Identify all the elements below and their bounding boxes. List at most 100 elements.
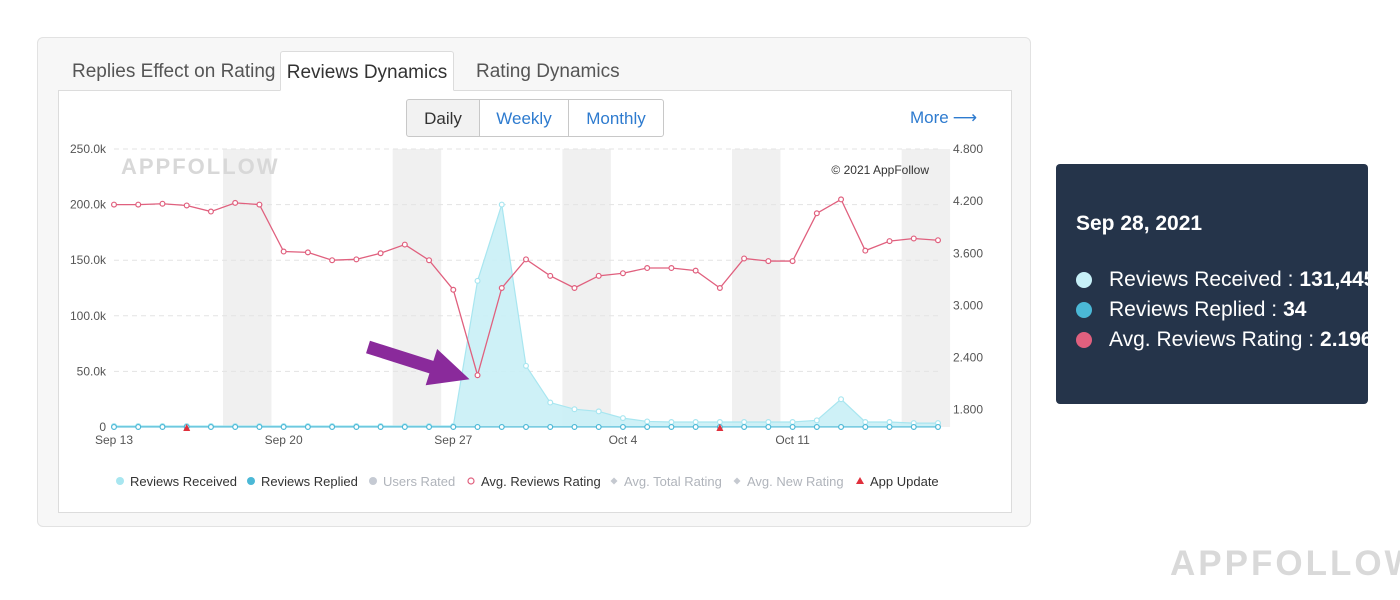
- tooltip-label: Avg. Reviews Rating :: [1109, 328, 1315, 351]
- reviews-replied-point: [377, 423, 384, 430]
- tab-rating-dynamics[interactable]: Rating Dynamics: [476, 61, 620, 82]
- app-update-marker: [183, 424, 191, 431]
- reviews-replied-point: [329, 423, 336, 430]
- legend-ring-icon: [467, 477, 475, 485]
- avg-reviews-rating-point: [571, 285, 578, 292]
- reviews-replied-point: [256, 423, 263, 430]
- x-tick-label: Sep 13: [95, 433, 133, 447]
- chart-panel: [58, 90, 1012, 513]
- avg-reviews-rating-point: [644, 265, 651, 272]
- y-right-tick-label: 2.400: [953, 351, 983, 365]
- reviews-replied-point: [547, 423, 554, 430]
- avg-reviews-rating-point: [789, 258, 796, 265]
- reviews-replied-point: [110, 423, 117, 430]
- avg-reviews-rating-point: [304, 249, 311, 256]
- avg-reviews-rating-point: [474, 372, 481, 379]
- more-link[interactable]: More ⟶: [910, 108, 977, 128]
- x-tick-label: Sep 27: [434, 433, 472, 447]
- avg-reviews-rating-point: [838, 196, 845, 203]
- avg-reviews-rating-point: [232, 199, 239, 206]
- reviews-replied-point: [280, 423, 287, 430]
- reviews-replied-point: [159, 423, 166, 430]
- period-monthly-button[interactable]: Monthly: [568, 99, 664, 137]
- arrow-right-icon: ⟶: [952, 108, 978, 127]
- y-right-tick-label: 3.600: [953, 246, 983, 260]
- legend-diamond-icon: [733, 477, 741, 485]
- avg-reviews-rating-point: [426, 257, 433, 264]
- legend-item-label: App Update: [870, 474, 939, 489]
- avg-reviews-rating-point: [522, 256, 529, 263]
- reviews-replied-point: [401, 423, 408, 430]
- app-update-marker: [716, 424, 724, 431]
- y-left-tick-label: 250.0k: [70, 142, 107, 156]
- legend-dot-icon: [247, 477, 255, 485]
- avg-reviews-rating-point: [910, 235, 917, 242]
- period-weekly-button[interactable]: Weekly: [479, 99, 569, 137]
- avg-reviews-rating-point: [353, 256, 360, 263]
- legend-item-label: Avg. New Rating: [747, 474, 844, 489]
- y-right-tick-label: 1.800: [953, 403, 983, 417]
- reviews-replied-point: [232, 423, 239, 430]
- reviews-replied-point: [862, 423, 869, 430]
- legend-item-label: Reviews Received: [130, 474, 237, 489]
- reviews-replied-point: [692, 423, 699, 430]
- y-right-tick-label: 4.200: [953, 194, 983, 208]
- tooltip-value: 34: [1283, 298, 1307, 321]
- reviews-replied-point: [668, 423, 675, 430]
- reviews-received-point: [547, 399, 554, 406]
- reviews-received-point: [862, 418, 869, 425]
- reviews-replied-point: [426, 423, 433, 430]
- y-right-tick-label: 3.000: [953, 298, 983, 312]
- reviews-replied-point: [571, 423, 578, 430]
- period-daily-button[interactable]: Daily: [406, 99, 480, 137]
- weekend-band: [392, 149, 442, 427]
- avg-reviews-rating-point: [183, 202, 190, 209]
- tooltip-label: Reviews Replied :: [1109, 298, 1278, 321]
- chart-watermark: APPFOLLOW: [121, 154, 280, 179]
- avg-reviews-rating-point: [716, 285, 723, 292]
- x-tick-label: Oct 11: [775, 433, 810, 447]
- reviews-received-point: [789, 418, 796, 425]
- avg-reviews-rating-point: [692, 267, 699, 274]
- avg-reviews-rating-point: [934, 237, 941, 244]
- legend-diamond-icon: [610, 477, 618, 485]
- tooltip-row-received: Reviews Received : 131,445: [1076, 268, 1375, 292]
- tooltip-label: Reviews Received :: [1109, 268, 1294, 291]
- avg-reviews-rating-point: [256, 201, 263, 208]
- avg-reviews-rating-point: [619, 270, 626, 277]
- y-left-tick-label: 150.0k: [70, 253, 107, 267]
- reviews-replied-point: [886, 423, 893, 430]
- highlight-arrow-shape: [366, 340, 470, 386]
- avg-reviews-rating-point: [886, 238, 893, 245]
- reviews-replied-point: [474, 423, 481, 430]
- reviews-received-point: [741, 418, 748, 425]
- avg-reviews-rating-point: [135, 201, 142, 208]
- avg-reviews-rating-point: [280, 248, 287, 255]
- y-left-tick-label: 200.0k: [70, 198, 107, 212]
- tab-replies-effect[interactable]: Replies Effect on Rating: [72, 61, 276, 82]
- weekend-band: [223, 149, 272, 427]
- reviews-replied-point: [910, 423, 917, 430]
- reviews-replied-point: [595, 423, 602, 430]
- legend-item-label: Reviews Replied: [261, 474, 358, 489]
- tab-reviews-dynamics[interactable]: Reviews Dynamics: [280, 51, 454, 91]
- reviews-received-point: [813, 417, 820, 424]
- legend-triangle-icon: [856, 477, 864, 484]
- reviews-received-point: [644, 418, 651, 425]
- y-left-tick-label: 0: [99, 420, 106, 434]
- avg-reviews-rating-point: [668, 265, 675, 272]
- reviews-replied-point: [207, 423, 214, 430]
- reviews-received-point: [474, 277, 481, 284]
- highlight-arrow-icon: [366, 340, 470, 386]
- legend-item-label: Avg. Reviews Rating: [481, 474, 601, 489]
- avg-reviews-rating-point: [329, 257, 336, 264]
- avg-reviews-rating-point: [450, 286, 457, 293]
- tooltip-value: 131,445: [1299, 268, 1376, 291]
- copyright-label: © 2021 AppFollow: [831, 163, 929, 177]
- avg-reviews-rating-point: [110, 201, 117, 208]
- period-selector: Daily Weekly Monthly: [406, 99, 664, 139]
- avg-reviews-rating-point: [765, 258, 772, 265]
- reviews-received-area: [114, 204, 938, 427]
- reviews-received-point: [886, 418, 893, 425]
